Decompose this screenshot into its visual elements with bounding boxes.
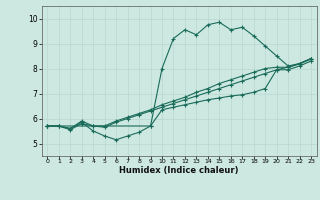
X-axis label: Humidex (Indice chaleur): Humidex (Indice chaleur)	[119, 166, 239, 175]
